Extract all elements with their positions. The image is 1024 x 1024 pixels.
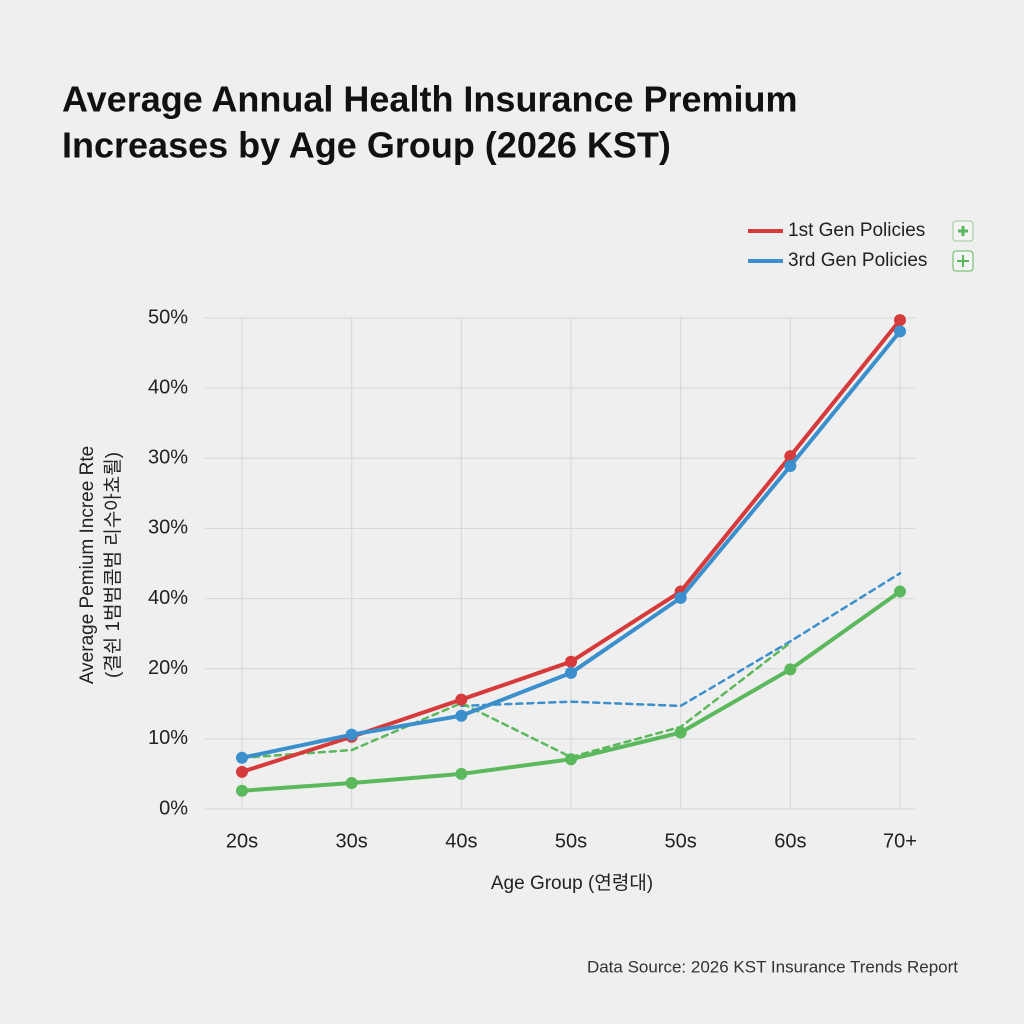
data-point — [455, 693, 468, 706]
y-tick-label: 40% — [148, 376, 188, 398]
chart-title: Average Annual Health Insurance Premium — [62, 79, 798, 120]
data-point — [894, 314, 906, 327]
data-point — [345, 777, 358, 790]
y-tick-label: 20% — [148, 657, 188, 679]
data-point — [565, 655, 577, 668]
x-tick-label: 20s — [226, 830, 258, 852]
y-tick-label: 30% — [148, 517, 188, 539]
x-tick-label: 30s — [336, 830, 368, 852]
dashed-line — [240, 641, 792, 760]
dashed-line — [460, 572, 902, 708]
data-point — [565, 753, 577, 766]
y-tick-label: 30% — [148, 447, 188, 469]
y-axis-label: Average Pemium Incree Rte — [77, 446, 98, 684]
data-point — [345, 728, 358, 741]
data-point — [236, 784, 248, 797]
y-tick-label: 0% — [159, 797, 188, 819]
legend-icon — [958, 226, 968, 236]
x-tick-label: 70+ — [883, 830, 917, 852]
data-point — [674, 726, 687, 739]
x-tick-label: 60s — [774, 830, 806, 852]
data-point — [455, 709, 468, 722]
x-tick-label: 50s — [555, 830, 587, 852]
y-tick-label: 10% — [148, 727, 188, 749]
data-point — [894, 585, 906, 598]
data-point — [236, 765, 248, 778]
y-tick-label: 50% — [148, 306, 188, 328]
y-tick-label: 40% — [148, 587, 188, 609]
legend-icon — [957, 255, 969, 267]
legend-label: 3rd Gen Policies — [788, 250, 927, 271]
data-point — [784, 460, 797, 473]
x-tick-label: 40s — [445, 830, 477, 852]
data-point — [674, 591, 687, 604]
data-point — [894, 325, 906, 338]
x-tick-label: 50s — [665, 830, 697, 852]
data-point — [455, 767, 468, 780]
data-point — [565, 666, 577, 679]
chart-title: Increases by Age Group (2026 KST) — [62, 125, 671, 166]
legend-label: 1st Gen Policies — [788, 220, 925, 241]
data-point — [784, 663, 797, 676]
data-point — [236, 751, 248, 764]
x-axis-label: Age Group (연령대) — [491, 872, 653, 894]
source-note: Data Source: 2026 KST Insurance Trends R… — [587, 957, 958, 976]
legend-icons — [952, 220, 974, 272]
y-axis-label: (결쉰 1범범콤범 리수아쵸뢸) — [102, 452, 124, 678]
